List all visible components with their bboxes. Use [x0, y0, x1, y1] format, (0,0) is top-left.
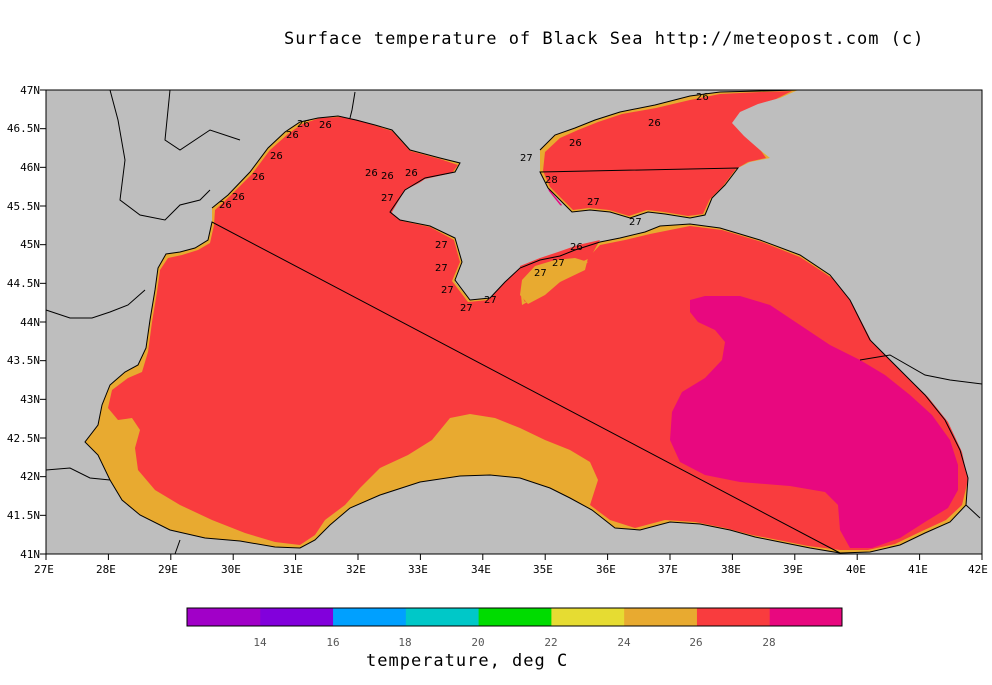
crimea-peninsula: [392, 170, 630, 300]
axis-tick-marks: [40, 89, 983, 560]
contour-label: 27: [629, 217, 642, 228]
lon-tick-label: 31E: [283, 563, 303, 576]
contour-label: 26: [252, 172, 265, 183]
colorbar-swatch: [187, 608, 261, 626]
lat-tick-label: 41N: [20, 548, 40, 561]
lat-tick-label: 46N: [20, 161, 40, 174]
azov-sea-core: [543, 91, 792, 216]
contour-label: 27: [435, 240, 448, 251]
colorbar-tick-label: 20: [471, 636, 484, 649]
contour-label: 28: [545, 175, 558, 186]
lat-tick-label: 47N: [20, 84, 40, 97]
contour-label: 27: [534, 268, 547, 279]
colorbar-swatch: [696, 608, 770, 626]
colorbar-tick-label: 24: [617, 636, 631, 649]
lon-tick-label: 32E: [346, 563, 366, 576]
colorbar-tick-label: 26: [689, 636, 702, 649]
sea-28-30-region: [670, 296, 958, 548]
lon-tick-label: 28E: [96, 563, 116, 576]
contour-label: 26: [696, 92, 709, 103]
southern-crimea-warm-water: [520, 258, 588, 304]
lat-tick-label: 43N: [20, 393, 40, 406]
colorbar-tick-label: 18: [398, 636, 411, 649]
map-title: Surface temperature of Black Sea http://…: [284, 29, 925, 49]
colorbar-swatch: [332, 608, 406, 626]
lat-tick-label: 45.5N: [7, 200, 40, 213]
colorbar-tick-label: 22: [544, 636, 557, 649]
lon-tick-label: 33E: [408, 563, 428, 576]
contour-label: 26: [569, 138, 582, 149]
contour-label: 27: [460, 303, 473, 314]
contour-label: 26: [365, 168, 378, 179]
lon-tick-label: 37E: [658, 563, 678, 576]
colorbar-tick-label: 28: [762, 636, 775, 649]
colorbar-swatch: [769, 608, 843, 626]
colorbar-swatch: [623, 608, 697, 626]
contour-label: 26: [297, 119, 310, 130]
colorbar-swatch: [405, 608, 479, 626]
contour-label: 27: [435, 263, 448, 274]
colorbar-swatch: [550, 608, 625, 626]
contour-label: 26: [648, 118, 661, 129]
lon-tick-label: 35E: [533, 563, 553, 576]
lon-tick-label: 34E: [471, 563, 491, 576]
lon-tick-label: 29E: [158, 563, 178, 576]
lon-tick-label: 38E: [721, 563, 741, 576]
latitude-axis: 47N 46.5N 46N 45.5N 45N 44.5N 44N 43.5N …: [7, 84, 40, 561]
lat-tick-label: 46.5N: [7, 122, 40, 135]
colorbar-tick-label: 16: [326, 636, 339, 649]
colorbar-tick-label: 14: [253, 636, 267, 649]
contour-label: 26: [219, 200, 232, 211]
contour-label: 27: [381, 193, 394, 204]
lon-tick-label: 41E: [908, 563, 928, 576]
lon-tick-label: 36E: [596, 563, 616, 576]
contour-label: 26: [286, 130, 299, 141]
colorbar-frame: [186, 607, 843, 627]
lon-tick-label: 39E: [783, 563, 803, 576]
contour-label: 26: [319, 120, 332, 131]
azov-magenta-spot: [548, 188, 562, 208]
lon-tick-label: 40E: [846, 563, 866, 576]
contour-labels: 26 26 26 26 26 26 26 26 26 26 27 27 27 2…: [219, 92, 709, 314]
colorbar-swatch: [259, 608, 334, 626]
colorbar-tick-labels: 14 16 18 20 22 24 26 28: [253, 636, 775, 649]
colorbar-title: temperature, deg C: [366, 651, 569, 671]
lat-tick-label: 43.5N: [7, 354, 40, 367]
contour-label: 27: [441, 285, 454, 296]
contour-label: 26: [381, 171, 394, 182]
coastline-and-borders: [45, 89, 983, 555]
contour-label: 27: [587, 197, 600, 208]
lat-tick-label: 42N: [20, 470, 40, 483]
contour-label: 27: [552, 258, 565, 269]
longitude-axis: 27E 28E 29E 30E 31E 32E 33E 34E 35E 36E …: [34, 563, 988, 576]
lon-tick-label: 27E: [34, 563, 54, 576]
contour-label: 26: [270, 151, 283, 162]
lat-tick-label: 41.5N: [7, 509, 40, 522]
lat-tick-label: 44N: [20, 316, 40, 329]
contour-label: 27: [520, 153, 533, 164]
contour-label: 26: [405, 168, 418, 179]
lon-tick-label: 42E: [968, 563, 988, 576]
lat-tick-label: 45N: [20, 238, 40, 251]
colorbar: [186, 607, 843, 627]
contour-label: 27: [484, 295, 497, 306]
colorbar-swatch: [478, 608, 552, 626]
lat-tick-label: 44.5N: [7, 277, 40, 290]
contour-label: 26: [570, 242, 583, 253]
lon-tick-label: 30E: [221, 563, 241, 576]
contour-label: 26: [232, 192, 245, 203]
lat-tick-label: 42.5N: [7, 432, 40, 445]
